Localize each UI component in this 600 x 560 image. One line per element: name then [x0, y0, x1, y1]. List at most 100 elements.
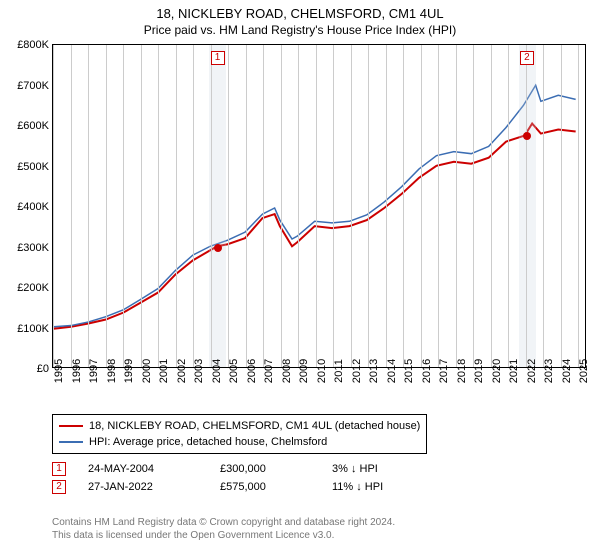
x-tick-label: 2003	[193, 359, 205, 383]
x-tick-label: 2001	[158, 359, 170, 383]
x-tick-label: 2014	[386, 359, 398, 383]
x-tick-label: 2015	[403, 359, 415, 383]
event-row: 2 27-JAN-2022 £575,000 11% ↓ HPI	[52, 478, 383, 496]
gridline	[316, 45, 317, 367]
gridline	[53, 45, 54, 367]
chart-legend: 18, NICKLEBY ROAD, CHELMSFORD, CM1 4UL (…	[52, 414, 427, 454]
x-tick-label: 1999	[123, 359, 135, 383]
x-tick-label: 2006	[246, 359, 258, 383]
x-tick-label: 2009	[298, 359, 310, 383]
event-price: £575,000	[220, 481, 310, 493]
x-tick-label: 2011	[333, 359, 345, 383]
legend-swatch	[59, 425, 83, 427]
page-title: 18, NICKLEBY ROAD, CHELMSFORD, CM1 4UL	[0, 0, 600, 21]
y-tick-label: £800K	[17, 39, 49, 51]
legend-label: HPI: Average price, detached house, Chel…	[89, 436, 327, 448]
legend-label: 18, NICKLEBY ROAD, CHELMSFORD, CM1 4UL (…	[89, 420, 420, 432]
y-tick-label: £700K	[17, 80, 49, 92]
gridline	[473, 45, 474, 367]
gridline	[228, 45, 229, 367]
gridline	[368, 45, 369, 367]
gridline	[403, 45, 404, 367]
marker-point	[214, 244, 222, 252]
y-tick-label: £400K	[17, 201, 49, 213]
chart-lines	[53, 45, 585, 367]
event-delta: 11% ↓ HPI	[332, 481, 383, 493]
gridline	[351, 45, 352, 367]
y-tick-label: £600K	[17, 120, 49, 132]
gridline	[386, 45, 387, 367]
x-tick-label: 2018	[456, 359, 468, 383]
gridline	[123, 45, 124, 367]
x-tick-label: 2010	[316, 359, 328, 383]
footer-attribution: Contains HM Land Registry data © Crown c…	[52, 516, 395, 542]
gridline	[141, 45, 142, 367]
gridline	[526, 45, 527, 367]
x-tick-label: 2004	[211, 359, 223, 383]
marker-label: 1	[211, 51, 225, 65]
x-tick-label: 2005	[228, 359, 240, 383]
x-tick-label: 2008	[281, 359, 293, 383]
gridline	[246, 45, 247, 367]
event-price: £300,000	[220, 463, 310, 475]
gridline	[281, 45, 282, 367]
legend-item: HPI: Average price, detached house, Chel…	[59, 434, 420, 450]
marker-point	[523, 132, 531, 140]
x-tick-label: 2019	[473, 359, 485, 383]
x-tick-label: 1997	[88, 359, 100, 383]
legend-item: 18, NICKLEBY ROAD, CHELMSFORD, CM1 4UL (…	[59, 418, 420, 434]
x-tick-label: 2022	[526, 359, 538, 383]
marker-label: 2	[520, 51, 534, 65]
gridline	[508, 45, 509, 367]
x-tick-label: 2007	[263, 359, 275, 383]
x-tick-label: 2000	[141, 359, 153, 383]
event-marker-box: 2	[52, 480, 66, 494]
event-delta: 3% ↓ HPI	[332, 463, 378, 475]
gridline	[333, 45, 334, 367]
y-tick-label: £200K	[17, 282, 49, 294]
x-tick-label: 1996	[71, 359, 83, 383]
x-tick-label: 2020	[491, 359, 503, 383]
x-tick-label: 2017	[438, 359, 450, 383]
x-tick-label: 1995	[53, 359, 65, 383]
gridline	[421, 45, 422, 367]
gridline	[543, 45, 544, 367]
event-list: 1 24-MAY-2004 £300,000 3% ↓ HPI 2 27-JAN-2022…	[52, 460, 383, 496]
gridline	[298, 45, 299, 367]
event-marker-box: 1	[52, 462, 66, 476]
gridline	[456, 45, 457, 367]
event-date: 24-MAY-2004	[88, 463, 198, 475]
gridline	[193, 45, 194, 367]
x-tick-label: 1998	[106, 359, 118, 383]
legend-swatch	[59, 441, 83, 443]
gridline	[88, 45, 89, 367]
gridline	[438, 45, 439, 367]
gridline	[491, 45, 492, 367]
gridline	[263, 45, 264, 367]
x-tick-label: 2013	[368, 359, 380, 383]
gridline	[71, 45, 72, 367]
price-chart: 1995199619971998199920002001200220032004…	[52, 44, 586, 368]
gridline	[578, 45, 579, 367]
y-tick-label: £100K	[17, 323, 49, 335]
gridline	[176, 45, 177, 367]
footer-line-1: Contains HM Land Registry data © Crown c…	[52, 516, 395, 529]
x-tick-label: 2002	[176, 359, 188, 383]
x-tick-label: 2021	[508, 359, 520, 383]
gridline	[211, 45, 212, 367]
x-tick-label: 2012	[351, 359, 363, 383]
gridline	[158, 45, 159, 367]
y-tick-label: £300K	[17, 242, 49, 254]
gridline	[561, 45, 562, 367]
event-date: 27-JAN-2022	[88, 481, 198, 493]
x-tick-label: 2023	[543, 359, 555, 383]
y-tick-label: £0	[37, 363, 49, 375]
page-subtitle: Price paid vs. HM Land Registry's House …	[0, 21, 600, 37]
gridline	[106, 45, 107, 367]
x-tick-label: 2016	[421, 359, 433, 383]
x-tick-label: 2024	[561, 359, 573, 383]
marker-band	[519, 45, 537, 367]
y-tick-label: £500K	[17, 161, 49, 173]
x-tick-label: 2025	[578, 359, 590, 383]
event-row: 1 24-MAY-2004 £300,000 3% ↓ HPI	[52, 460, 383, 478]
